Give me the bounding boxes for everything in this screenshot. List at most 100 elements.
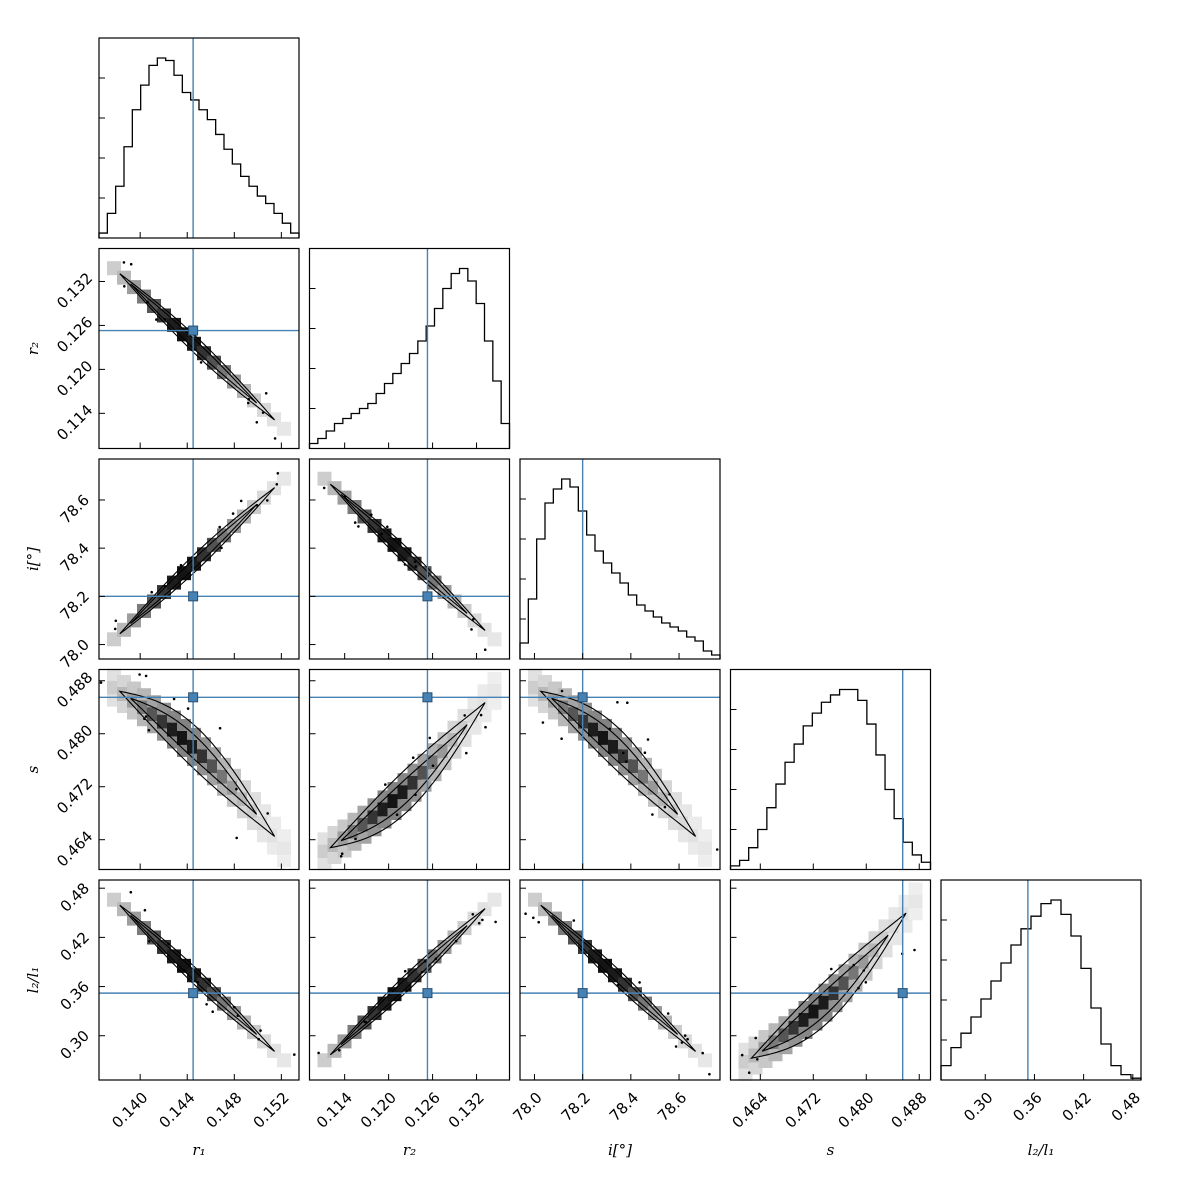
y-tick-label-l2l1: 0.42 — [57, 928, 93, 964]
density-cell — [207, 747, 221, 760]
y-axis-label-s: s — [24, 765, 42, 773]
outlier-point — [674, 1045, 678, 1048]
outlier-point — [276, 472, 280, 475]
density-cell — [688, 816, 702, 829]
truth-marker — [577, 988, 588, 999]
outlier-point — [199, 361, 203, 364]
panel-frame-l2l1 — [940, 879, 1142, 1081]
outlier-point — [434, 957, 438, 961]
truth-marker — [188, 325, 199, 336]
density-cell — [487, 683, 502, 698]
x-tick-label-r1: 0.152 — [250, 1089, 293, 1132]
x-tick-label-l2l1: 0.48 — [1108, 1089, 1144, 1125]
x-tick-label-s: 0.488 — [887, 1089, 930, 1132]
outlier-point — [484, 725, 487, 729]
density-cell — [628, 747, 642, 760]
density-cell — [277, 471, 291, 486]
outlier-point — [186, 707, 190, 710]
density-cell — [698, 829, 712, 842]
truth-marker — [188, 591, 199, 602]
outlier-point — [167, 942, 170, 946]
density-cell — [277, 421, 291, 436]
panel-frame — [308, 668, 511, 871]
histogram-r1 — [98, 37, 300, 239]
density-cell — [908, 882, 923, 895]
panel-frame-s — [729, 668, 932, 871]
outlier-point — [864, 981, 868, 984]
outlier-point — [384, 783, 387, 786]
outlier-point — [208, 979, 211, 982]
outlier-point — [608, 727, 612, 731]
outlier-point — [413, 560, 417, 563]
panel-frame — [519, 668, 721, 871]
y-tick-label-l2l1: 0.30 — [57, 1027, 93, 1063]
outlier-point — [266, 812, 270, 815]
density-cell — [397, 799, 412, 812]
outlier-point — [364, 1021, 368, 1024]
panel-frame-i — [519, 458, 721, 660]
panel-frame — [308, 458, 511, 660]
outlier-point — [483, 648, 487, 651]
outlier-point — [663, 805, 667, 809]
x-tick-label-r2: 0.120 — [357, 1089, 400, 1132]
outlier-point — [129, 890, 133, 894]
outlier-point — [322, 486, 326, 490]
density-cell — [267, 816, 281, 829]
outlier-point — [651, 813, 654, 816]
outlier-point — [414, 565, 418, 568]
x-axis-label-s: s — [827, 1141, 835, 1159]
density-cell — [277, 841, 291, 856]
outlier-point — [163, 318, 167, 321]
density-cell — [668, 792, 682, 805]
density-panel-i-vs-r2 — [308, 458, 511, 660]
outlier-point — [537, 920, 540, 924]
truth-marker — [422, 591, 433, 602]
y-tick-label-i: 78.0 — [57, 636, 93, 672]
y-axis-label-l2l1: l₂/l₁ — [24, 967, 42, 994]
outlier-point — [572, 919, 576, 922]
density-panel-s-vs-r1 — [98, 668, 300, 871]
outlier-point — [638, 981, 641, 984]
outlier-point — [830, 967, 833, 971]
outlier-point — [668, 793, 671, 796]
contour-line — [551, 697, 679, 815]
outlier-point — [235, 787, 238, 791]
outlier-point — [740, 1053, 744, 1057]
outlier-point — [395, 813, 399, 816]
contour-line — [340, 724, 468, 842]
y-tick-label-l2l1: 0.48 — [57, 879, 93, 915]
outlier-point — [123, 285, 126, 288]
density-panel-s-vs-i — [519, 668, 721, 871]
outlier-point — [414, 793, 417, 797]
outlier-point — [273, 437, 277, 440]
contour-line — [130, 697, 258, 815]
outlier-point — [708, 1072, 711, 1076]
outlier-point — [454, 939, 458, 943]
contour-line — [119, 487, 276, 635]
density-cell — [908, 908, 923, 921]
outlier-point — [261, 411, 265, 414]
outlier-point — [255, 504, 259, 507]
density-cell — [437, 758, 452, 771]
outlier-point — [211, 1010, 214, 1013]
outlier-point — [913, 948, 916, 952]
outlier-point — [428, 736, 432, 740]
outlier-point — [182, 969, 186, 972]
contour-line — [328, 702, 486, 849]
x-tick-label-s: 0.464 — [729, 1089, 772, 1132]
outlier-point — [257, 1037, 261, 1041]
panel-frame — [98, 458, 300, 660]
y-tick-label-s: 0.464 — [53, 827, 96, 870]
outlier-point — [386, 525, 389, 529]
y-tick-label-i: 78.6 — [57, 491, 93, 527]
outlier-point — [423, 960, 427, 963]
density-cell — [277, 855, 291, 868]
histogram-step-i — [519, 478, 721, 659]
truth-marker — [188, 692, 199, 703]
x-tick-label-l2l1: 0.36 — [1009, 1089, 1045, 1125]
outlier-point — [431, 764, 435, 767]
outlier-point — [754, 1036, 757, 1040]
outlier-point — [146, 300, 149, 304]
outlier-point — [622, 751, 625, 755]
outlier-point — [264, 392, 268, 395]
